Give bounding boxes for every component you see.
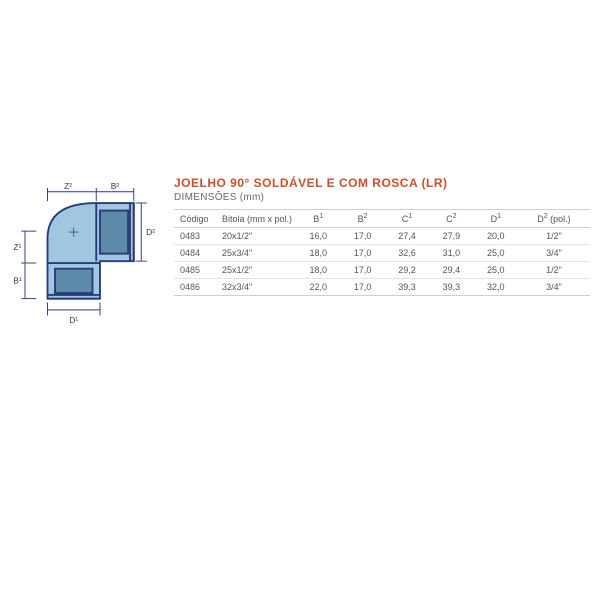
elbow-diagram: Z² B² (0, 170, 170, 430)
cell-c2: 27,9 (429, 228, 473, 245)
cell-c2: 29,4 (429, 262, 473, 279)
col-d2: D2 (pol.) (518, 210, 590, 228)
table-header-row: Código Bitola (mm x pol.) B1 B2 C1 C2 D1… (174, 210, 590, 228)
col-codigo: Código (174, 210, 218, 228)
cell-d1: 25,0 (474, 245, 518, 262)
elbow-svg: Z² B² (10, 178, 160, 348)
col-d1: D1 (474, 210, 518, 228)
cell-b2: 17,0 (340, 279, 384, 296)
dimensions-subtitle: DIMENSÕES (mm) (174, 192, 590, 203)
col-c1: C1 (385, 210, 429, 228)
col-b2: B2 (340, 210, 384, 228)
dimensions-table: Código Bitola (mm x pol.) B1 B2 C1 C2 D1… (174, 209, 590, 296)
col-b1: B1 (296, 210, 340, 228)
table-row: 0485 25x1/2" 18,0 17,0 29,2 29,4 25,0 1/… (174, 262, 590, 279)
cell-codigo: 0485 (174, 262, 218, 279)
table-row: 0486 32x3/4" 22,0 17,0 39,3 39,3 32,0 3/… (174, 279, 590, 296)
cell-c1: 27,4 (385, 228, 429, 245)
cell-c1: 32,6 (385, 245, 429, 262)
cell-codigo: 0486 (174, 279, 218, 296)
cell-codigo: 0484 (174, 245, 218, 262)
cell-bitola: 25x3/4" (218, 245, 296, 262)
label-b2: B² (111, 181, 120, 191)
cell-codigo: 0483 (174, 228, 218, 245)
label-z1: Z¹ (14, 242, 22, 252)
cell-b1: 18,0 (296, 245, 340, 262)
cell-b1: 22,0 (296, 279, 340, 296)
label-d1: D¹ (69, 315, 78, 325)
col-c2: C2 (429, 210, 473, 228)
cell-d2: 1/2" (518, 262, 590, 279)
cell-d1: 20,0 (474, 228, 518, 245)
cell-c1: 29,2 (385, 262, 429, 279)
col-bitola: Bitola (mm x pol.) (218, 210, 296, 228)
cell-bitola: 32x3/4" (218, 279, 296, 296)
label-d2: D² (146, 227, 155, 237)
cell-bitola: 20x1/2" (218, 228, 296, 245)
table-row: 0483 20x1/2" 16,0 17,0 27,4 27,9 20,0 1/… (174, 228, 590, 245)
cell-d1: 25,0 (474, 262, 518, 279)
cell-d2: 3/4" (518, 279, 590, 296)
content-panel: Z² B² (0, 170, 600, 430)
cell-b1: 18,0 (296, 262, 340, 279)
cell-bitola: 25x1/2" (218, 262, 296, 279)
cell-c1: 39,3 (385, 279, 429, 296)
cell-b1: 16,0 (296, 228, 340, 245)
label-b1: B¹ (13, 276, 22, 286)
cell-d1: 32,0 (474, 279, 518, 296)
table-body: 0483 20x1/2" 16,0 17,0 27,4 27,9 20,0 1/… (174, 228, 590, 296)
cell-c2: 39,3 (429, 279, 473, 296)
cell-d2: 1/2" (518, 228, 590, 245)
spec-panel: JOELHO 90° SOLDÁVEL E COM ROSCA (LR) DIM… (170, 170, 600, 430)
cell-b2: 17,0 (340, 245, 384, 262)
cell-b2: 17,0 (340, 262, 384, 279)
cell-c2: 31,0 (429, 245, 473, 262)
cell-b2: 17,0 (340, 228, 384, 245)
label-z2: Z² (64, 181, 72, 191)
cell-d2: 3/4" (518, 245, 590, 262)
table-row: 0484 25x3/4" 18,0 17,0 32,6 31,0 25,0 3/… (174, 245, 590, 262)
product-title: JOELHO 90° SOLDÁVEL E COM ROSCA (LR) (174, 176, 590, 190)
